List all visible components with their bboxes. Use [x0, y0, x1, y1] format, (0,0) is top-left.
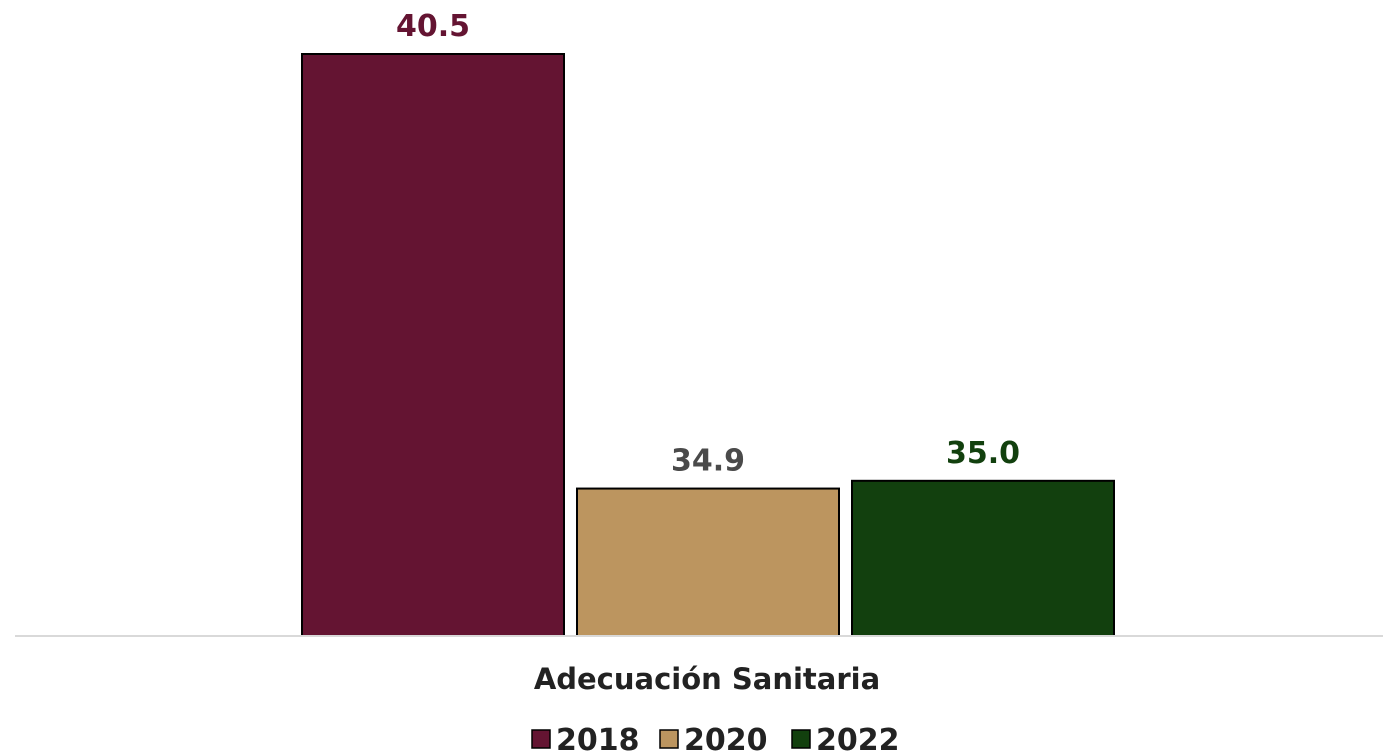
legend-swatch-2022	[791, 729, 811, 749]
data-label-2020: 34.9	[671, 444, 745, 479]
legend-label-2020: 2020	[684, 723, 768, 756]
bar-2022	[851, 479, 1115, 637]
bar-2018	[301, 53, 565, 637]
data-labels-group: 40.5 34.9 35.0	[396, 9, 1020, 479]
legend-label-2022: 2022	[816, 723, 900, 756]
bars-group	[301, 53, 1115, 637]
data-label-2018: 40.5	[396, 9, 470, 44]
legend-swatch-2018	[531, 729, 551, 749]
data-label-2022: 35.0	[946, 436, 1020, 471]
category-label: Adecuación Sanitaria	[534, 662, 880, 696]
legend-swatch-2020	[659, 729, 679, 749]
legend: 2018 2020 2022	[531, 723, 900, 756]
legend-label-2018: 2018	[556, 723, 640, 756]
bar-2020	[576, 487, 840, 637]
